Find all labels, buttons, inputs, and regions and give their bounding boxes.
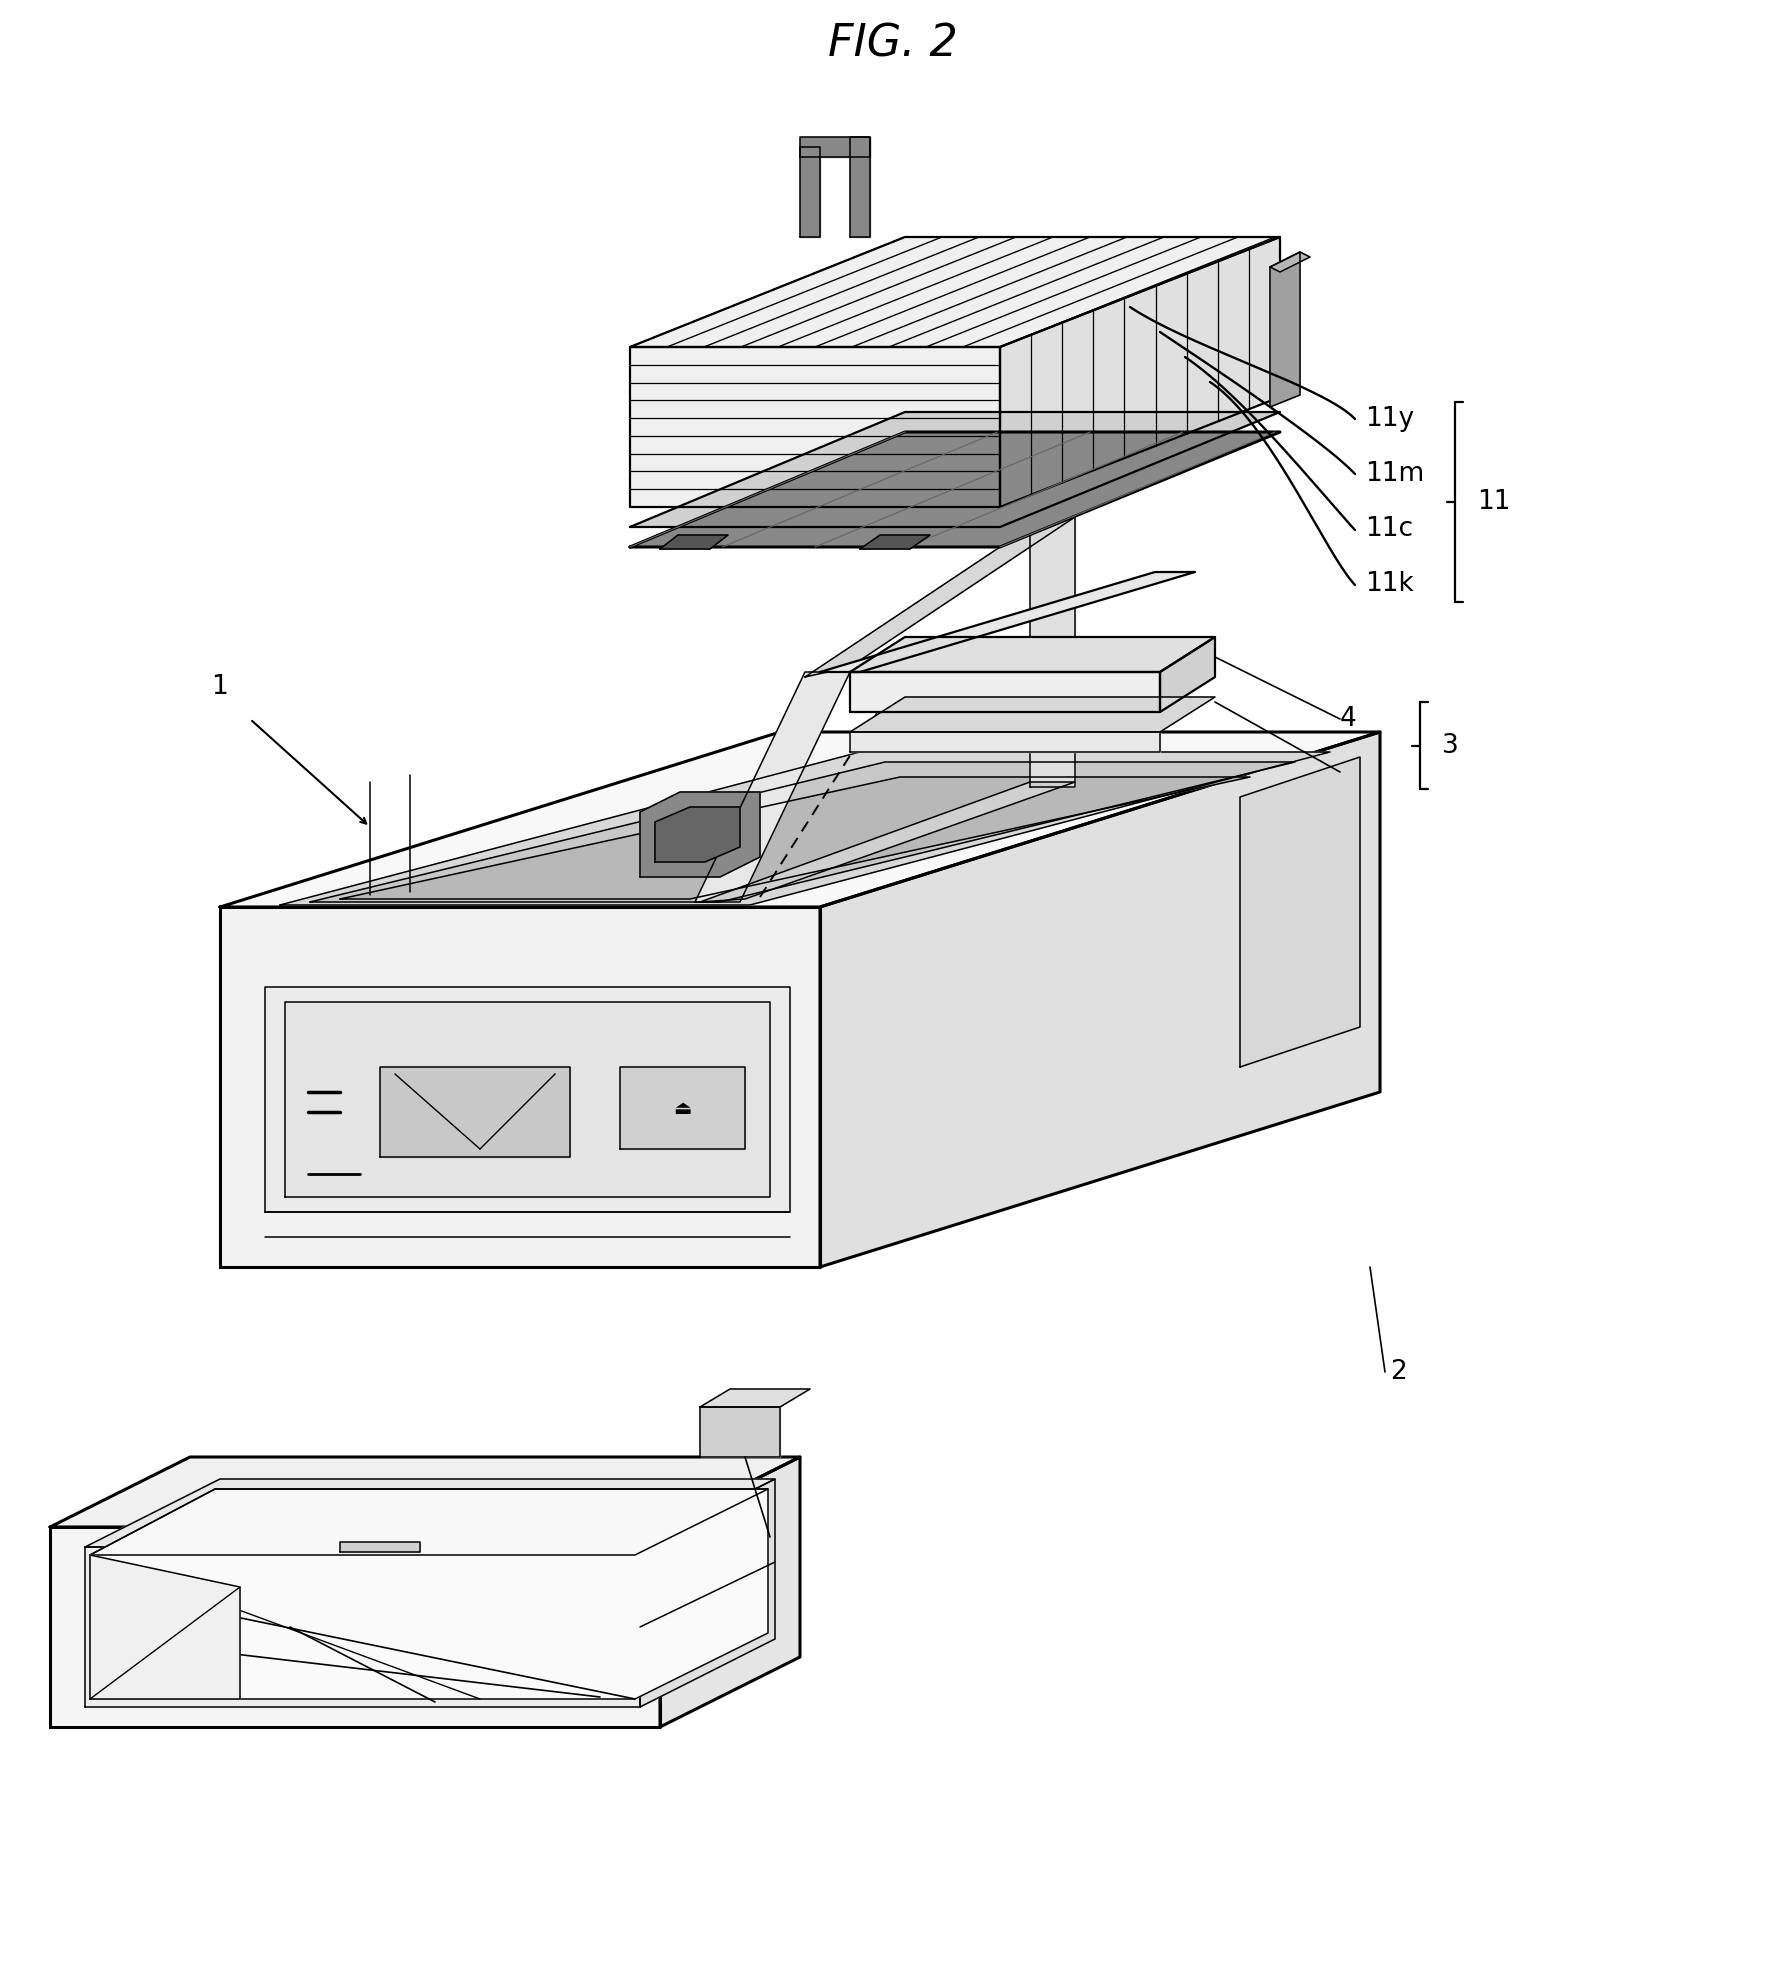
Polygon shape: [861, 535, 931, 549]
Polygon shape: [630, 236, 1281, 346]
Polygon shape: [311, 761, 1295, 903]
Polygon shape: [700, 1389, 811, 1406]
Polygon shape: [86, 1546, 639, 1707]
Polygon shape: [850, 637, 1214, 673]
Polygon shape: [850, 673, 1159, 712]
Text: 2: 2: [1390, 1359, 1407, 1385]
Polygon shape: [1239, 757, 1359, 1066]
Polygon shape: [661, 1458, 800, 1727]
Polygon shape: [630, 433, 1281, 547]
Polygon shape: [620, 1066, 745, 1149]
Polygon shape: [639, 793, 761, 877]
Polygon shape: [1000, 236, 1281, 507]
Polygon shape: [380, 1066, 570, 1157]
Polygon shape: [639, 1479, 775, 1707]
Text: 5: 5: [1340, 759, 1357, 785]
Polygon shape: [630, 346, 1000, 507]
Polygon shape: [86, 1479, 775, 1546]
Polygon shape: [800, 138, 870, 157]
Text: 1: 1: [211, 675, 229, 700]
Polygon shape: [339, 777, 1250, 899]
Text: 8: 8: [457, 1703, 473, 1731]
Polygon shape: [89, 1489, 768, 1556]
Polygon shape: [850, 696, 1214, 732]
Text: 11k: 11k: [1365, 570, 1415, 598]
Text: 11m: 11m: [1365, 460, 1423, 488]
Polygon shape: [50, 1526, 661, 1727]
Text: 4: 4: [1340, 706, 1357, 732]
Polygon shape: [805, 517, 1075, 677]
Polygon shape: [700, 783, 1075, 903]
Polygon shape: [1159, 637, 1214, 712]
Polygon shape: [50, 1458, 800, 1526]
Text: 3: 3: [1441, 732, 1459, 759]
Polygon shape: [661, 535, 729, 549]
Polygon shape: [220, 907, 820, 1267]
Polygon shape: [820, 572, 1195, 673]
Polygon shape: [820, 732, 1381, 1267]
Polygon shape: [695, 673, 850, 903]
Polygon shape: [339, 1542, 420, 1552]
Polygon shape: [280, 751, 1331, 905]
Polygon shape: [264, 987, 789, 1212]
Polygon shape: [1270, 252, 1300, 407]
Polygon shape: [655, 806, 739, 862]
Polygon shape: [700, 1406, 780, 1458]
Text: FIG. 2: FIG. 2: [829, 22, 957, 65]
Polygon shape: [630, 411, 1281, 527]
Polygon shape: [89, 1556, 239, 1699]
Polygon shape: [1031, 517, 1075, 787]
Polygon shape: [1270, 252, 1309, 271]
Polygon shape: [850, 732, 1159, 751]
Text: 11: 11: [1477, 490, 1511, 515]
Text: 11c: 11c: [1365, 515, 1413, 543]
Polygon shape: [850, 138, 870, 236]
Text: 80: 80: [768, 1544, 802, 1570]
Text: 11y: 11y: [1365, 405, 1415, 433]
Text: ⏏: ⏏: [673, 1098, 691, 1117]
Polygon shape: [220, 732, 1381, 907]
Polygon shape: [800, 148, 820, 236]
Polygon shape: [286, 1001, 770, 1198]
Polygon shape: [89, 1489, 768, 1699]
